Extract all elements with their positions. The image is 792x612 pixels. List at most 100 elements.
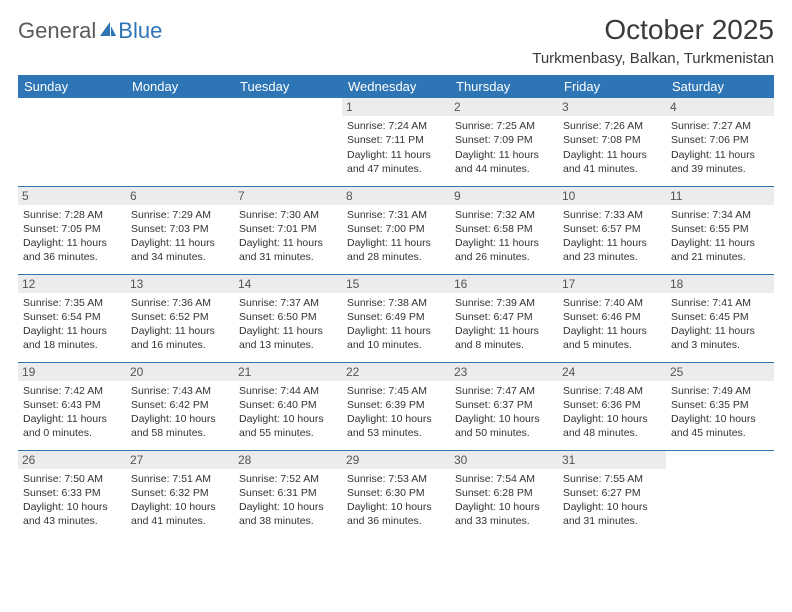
day-detail-line: Sunset: 6:39 PM: [347, 398, 445, 412]
day-detail-line: Daylight: 11 hours and 18 minutes.: [23, 324, 121, 352]
day-detail-line: Sunset: 6:37 PM: [455, 398, 553, 412]
day-number: 26: [18, 451, 126, 469]
day-detail-line: Sunset: 6:50 PM: [239, 310, 337, 324]
calendar-day-cell: 27Sunrise: 7:51 AMSunset: 6:32 PMDayligh…: [126, 450, 234, 538]
title-block: October 2025 Turkmenbasy, Balkan, Turkme…: [532, 14, 774, 67]
day-detail-line: Daylight: 11 hours and 36 minutes.: [23, 236, 121, 264]
day-detail-line: Daylight: 11 hours and 41 minutes.: [563, 148, 661, 176]
day-detail-line: Sunrise: 7:47 AM: [455, 384, 553, 398]
day-detail-line: Sunset: 7:03 PM: [131, 222, 229, 236]
day-detail-line: Daylight: 10 hours and 55 minutes.: [239, 412, 337, 440]
day-number: 16: [450, 275, 558, 293]
day-detail-line: Sunset: 6:52 PM: [131, 310, 229, 324]
calendar-body: 1Sunrise: 7:24 AMSunset: 7:11 PMDaylight…: [18, 98, 774, 538]
weekday-header: Monday: [126, 75, 234, 98]
day-number: 8: [342, 187, 450, 205]
day-number: 20: [126, 363, 234, 381]
calendar-day-cell: 15Sunrise: 7:38 AMSunset: 6:49 PMDayligh…: [342, 274, 450, 362]
day-detail-line: Sunrise: 7:38 AM: [347, 296, 445, 310]
day-detail-line: Daylight: 11 hours and 23 minutes.: [563, 236, 661, 264]
calendar-day-cell: 16Sunrise: 7:39 AMSunset: 6:47 PMDayligh…: [450, 274, 558, 362]
day-number: 25: [666, 363, 774, 381]
day-detail-line: Sunrise: 7:41 AM: [671, 296, 769, 310]
day-detail-line: Sunset: 6:57 PM: [563, 222, 661, 236]
calendar-day-cell: 25 Sunrise: 7:49 AMSunset: 6:35 PMDayligh…: [666, 362, 774, 450]
logo-word-2: Blue: [118, 18, 162, 44]
day-detail-line: Sunset: 6:45 PM: [671, 310, 769, 324]
day-detail-line: Sunset: 6:46 PM: [563, 310, 661, 324]
day-number: 31: [558, 451, 666, 469]
day-detail-line: Sunrise: 7:55 AM: [563, 472, 661, 486]
sail-icon: [98, 18, 118, 44]
day-number: 9: [450, 187, 558, 205]
day-number: 7: [234, 187, 342, 205]
day-detail-line: Daylight: 10 hours and 45 minutes.: [671, 412, 769, 440]
day-detail-line: Sunrise: 7:29 AM: [131, 208, 229, 222]
day-detail-line: Sunset: 6:42 PM: [131, 398, 229, 412]
day-detail-line: Sunset: 6:47 PM: [455, 310, 553, 324]
day-detail-line: Sunrise: 7:49 AM: [671, 384, 769, 398]
day-detail-line: Sunrise: 7:37 AM: [239, 296, 337, 310]
day-number: 23: [450, 363, 558, 381]
location: Turkmenbasy, Balkan, Turkmenistan: [532, 50, 774, 67]
calendar-day-cell: 17Sunrise: 7:40 AMSunset: 6:46 PMDayligh…: [558, 274, 666, 362]
calendar-day-cell: [126, 98, 234, 186]
day-detail-line: Daylight: 10 hours and 53 minutes.: [347, 412, 445, 440]
day-detail-line: Sunrise: 7:54 AM: [455, 472, 553, 486]
day-detail-line: Daylight: 10 hours and 36 minutes.: [347, 500, 445, 528]
day-number: 1: [342, 98, 450, 116]
calendar-day-cell: 8Sunrise: 7:31 AMSunset: 7:00 PMDaylight…: [342, 186, 450, 274]
day-number: 10: [558, 187, 666, 205]
day-detail-line: Daylight: 10 hours and 58 minutes.: [131, 412, 229, 440]
day-number: 17: [558, 275, 666, 293]
calendar-week-row: 26Sunrise: 7:50 AMSunset: 6:33 PMDayligh…: [18, 450, 774, 538]
day-number: 5: [18, 187, 126, 205]
day-detail-line: Daylight: 10 hours and 50 minutes.: [455, 412, 553, 440]
day-detail-line: Sunrise: 7:34 AM: [671, 208, 769, 222]
calendar-day-cell: 28Sunrise: 7:52 AMSunset: 6:31 PMDayligh…: [234, 450, 342, 538]
calendar-day-cell: 24Sunrise: 7:48 AMSunset: 6:36 PMDayligh…: [558, 362, 666, 450]
day-number: 4: [666, 98, 774, 116]
calendar-week-row: 19Sunrise: 7:42 AMSunset: 6:43 PMDayligh…: [18, 362, 774, 450]
day-number: 12: [18, 275, 126, 293]
day-detail-line: Sunrise: 7:25 AM: [455, 119, 553, 133]
day-detail-line: Sunrise: 7:27 AM: [671, 119, 769, 133]
day-detail-line: Daylight: 11 hours and 47 minutes.: [347, 148, 445, 176]
day-number: 14: [234, 275, 342, 293]
calendar-day-cell: 2Sunrise: 7:25 AMSunset: 7:09 PMDaylight…: [450, 98, 558, 186]
calendar-day-cell: [666, 450, 774, 538]
day-number: 24: [558, 363, 666, 381]
day-number: 22: [342, 363, 450, 381]
day-detail-line: Sunrise: 7:36 AM: [131, 296, 229, 310]
day-number: 15: [342, 275, 450, 293]
day-number: 2: [450, 98, 558, 116]
calendar-day-cell: 3Sunrise: 7:26 AMSunset: 7:08 PMDaylight…: [558, 98, 666, 186]
day-detail-line: Sunset: 6:40 PM: [239, 398, 337, 412]
day-detail-line: Sunset: 6:58 PM: [455, 222, 553, 236]
day-detail-line: Daylight: 10 hours and 48 minutes.: [563, 412, 661, 440]
day-detail-line: Daylight: 11 hours and 3 minutes.: [671, 324, 769, 352]
day-number: 18: [666, 275, 774, 293]
logo-word-1: General: [18, 18, 96, 44]
page-title: October 2025: [532, 14, 774, 46]
calendar-day-cell: 29Sunrise: 7:53 AMSunset: 6:30 PMDayligh…: [342, 450, 450, 538]
day-detail-line: Sunset: 7:06 PM: [671, 133, 769, 147]
day-detail-line: Sunset: 6:35 PM: [671, 398, 769, 412]
day-detail-line: Sunset: 6:43 PM: [23, 398, 121, 412]
day-detail-line: Sunset: 6:32 PM: [131, 486, 229, 500]
weekday-header-row: Sunday Monday Tuesday Wednesday Thursday…: [18, 75, 774, 98]
day-detail-line: Daylight: 11 hours and 13 minutes.: [239, 324, 337, 352]
header: General Blue October 2025 Turkmenbasy, B…: [18, 14, 774, 67]
day-number: 11: [666, 187, 774, 205]
weekday-header: Saturday: [666, 75, 774, 98]
calendar-day-cell: 5Sunrise: 7:28 AMSunset: 7:05 PMDaylight…: [18, 186, 126, 274]
day-detail-line: Sunrise: 7:52 AM: [239, 472, 337, 486]
day-detail-line: Sunrise: 7:39 AM: [455, 296, 553, 310]
calendar-day-cell: [234, 98, 342, 186]
day-detail-line: Daylight: 11 hours and 5 minutes.: [563, 324, 661, 352]
calendar-day-cell: [18, 98, 126, 186]
calendar-day-cell: 12Sunrise: 7:35 AMSunset: 6:54 PMDayligh…: [18, 274, 126, 362]
weekday-header: Wednesday: [342, 75, 450, 98]
logo: General Blue: [18, 14, 162, 44]
day-detail-line: Daylight: 11 hours and 21 minutes.: [671, 236, 769, 264]
